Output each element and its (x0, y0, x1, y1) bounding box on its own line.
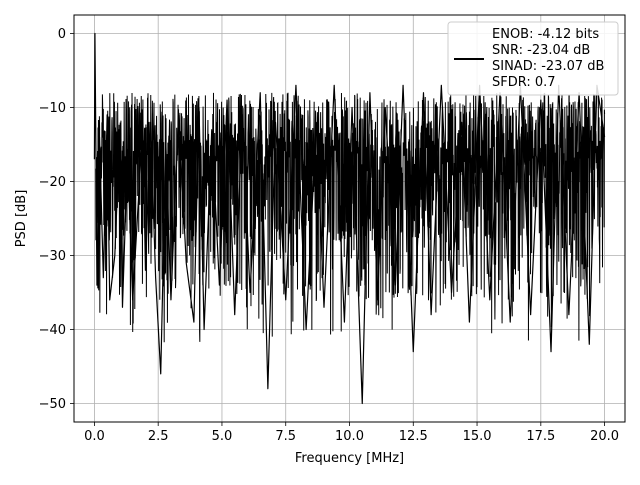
x-tick-label: 10.0 (335, 429, 364, 444)
x-tick-label: 20.0 (590, 429, 619, 444)
x-axis-label: Frequency [MHz] (295, 451, 404, 466)
y-tick-label: −50 (39, 397, 66, 412)
y-tick-label: −40 (39, 323, 66, 338)
psd-noise-fill (95, 92, 606, 343)
y-tick-label: −20 (39, 175, 66, 190)
y-tick-label: −30 (39, 249, 66, 264)
x-tick-label: 0.0 (84, 429, 105, 444)
legend-enob: ENOB: -4.12 bits (492, 27, 599, 42)
y-tick-label: 0 (58, 27, 66, 42)
y-tick-label: −10 (39, 101, 66, 116)
x-tick-label: 5.0 (212, 429, 233, 444)
x-tick-label: 12.5 (399, 429, 428, 444)
y-axis-label: PSD [dB] (14, 190, 29, 248)
x-tick-label: 17.5 (526, 429, 555, 444)
x-tick-label: 2.5 (148, 429, 169, 444)
x-tick-label: 15.0 (463, 429, 492, 444)
x-tick-label: 7.5 (275, 429, 296, 444)
legend-snr: SNR: -23.04 dB (492, 43, 590, 58)
legend-sinad: SINAD: -23.07 dB (492, 59, 604, 74)
legend-sfdr: SFDR: 0.7 (492, 75, 556, 90)
x-axis-ticks: 0.0 2.5 5.0 7.5 10.0 12.5 15.0 17.5 20.0 (84, 422, 619, 444)
legend-box (447, 21, 619, 96)
y-axis-ticks: 0 −10 −20 −30 −40 −50 (39, 27, 74, 412)
legend: ENOB: -4.12 bits SNR: -23.04 dB SINAD: -… (447, 21, 619, 96)
